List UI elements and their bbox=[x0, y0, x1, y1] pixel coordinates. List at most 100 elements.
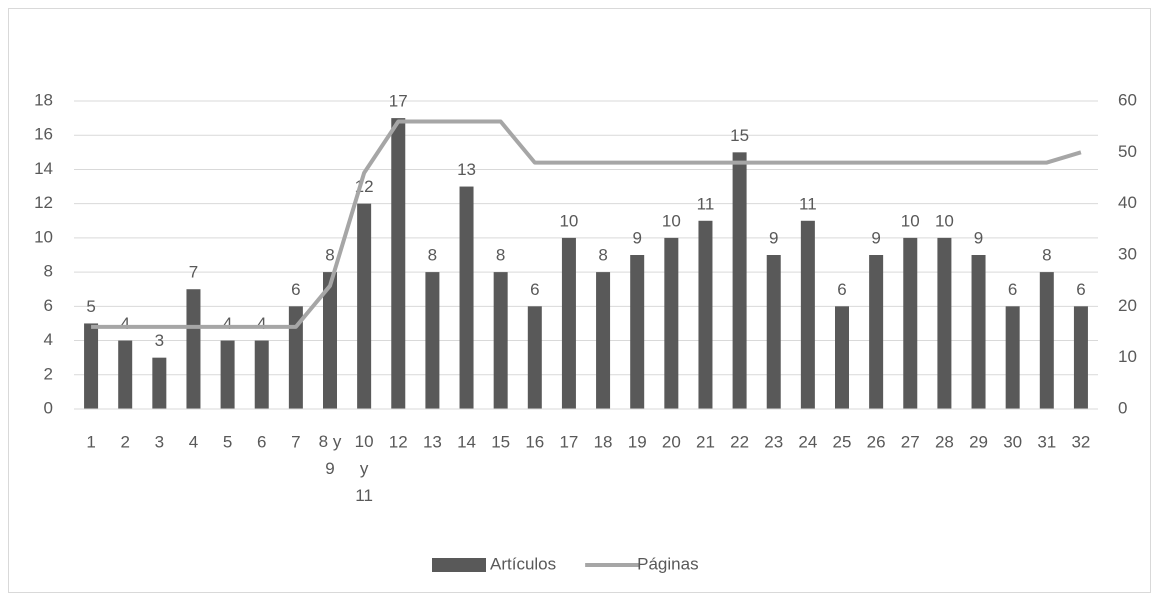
x-tick-label: 16 bbox=[525, 432, 544, 451]
bar bbox=[937, 237, 952, 409]
x-tick-label: 23 bbox=[764, 432, 783, 451]
data-label: 4 bbox=[223, 314, 232, 333]
bar bbox=[254, 340, 269, 409]
data-label: 9 bbox=[769, 228, 778, 247]
x-tick-label: 27 bbox=[901, 432, 920, 451]
bar bbox=[1005, 306, 1020, 409]
bar bbox=[425, 272, 440, 409]
bar bbox=[84, 323, 99, 409]
data-label: 15 bbox=[730, 126, 749, 145]
bar bbox=[323, 272, 337, 409]
bar bbox=[493, 272, 508, 409]
line bbox=[91, 119, 1082, 329]
y2-tick-label: 10 bbox=[1118, 347, 1137, 366]
data-label: 9 bbox=[632, 228, 641, 247]
bar bbox=[391, 118, 406, 409]
x-tick-label: 29 bbox=[969, 432, 988, 451]
data-label: 6 bbox=[1008, 280, 1017, 299]
data-label: 11 bbox=[799, 194, 817, 213]
y2-tick-label: 40 bbox=[1118, 193, 1137, 212]
y2-tick-label: 50 bbox=[1118, 142, 1137, 161]
y2-tick-label: 60 bbox=[1118, 90, 1137, 109]
data-label: 9 bbox=[974, 228, 983, 247]
bar bbox=[186, 289, 201, 409]
bar bbox=[664, 237, 679, 409]
x-tick-label: 22 bbox=[730, 432, 749, 451]
bar bbox=[220, 340, 235, 409]
bar bbox=[596, 272, 611, 409]
y-tick-label: 16 bbox=[34, 125, 53, 144]
y-tick-label: 6 bbox=[44, 296, 53, 315]
data-label: 5 bbox=[86, 297, 95, 316]
x-tick-label: 24 bbox=[798, 432, 817, 451]
x-tick-label: 26 bbox=[867, 432, 886, 451]
data-label: 10 bbox=[662, 211, 681, 230]
y2-tick-label: 0 bbox=[1118, 398, 1127, 417]
bar bbox=[732, 152, 747, 410]
x-tick-label: 13 bbox=[423, 432, 442, 451]
x-tick-label: 10 y 11 bbox=[355, 432, 374, 505]
data-label: 10 bbox=[935, 211, 954, 230]
x-tick-label: 1 bbox=[86, 432, 95, 451]
data-label: 6 bbox=[530, 280, 539, 299]
data-label: 4 bbox=[257, 314, 266, 333]
data-label: 8 bbox=[598, 246, 607, 265]
x-tick-label: 2 bbox=[120, 432, 129, 451]
bar bbox=[698, 220, 713, 409]
bar bbox=[869, 255, 884, 409]
legend-label: Artículos bbox=[490, 554, 556, 573]
data-label: 8 bbox=[496, 246, 505, 265]
y-tick-label: 4 bbox=[44, 330, 53, 349]
x-tick-label: 12 bbox=[389, 432, 408, 451]
data-label: 3 bbox=[155, 331, 164, 350]
data-label: 8 bbox=[325, 246, 334, 265]
bar bbox=[766, 255, 781, 409]
data-label: 6 bbox=[1076, 280, 1085, 299]
x-tick-label: 20 bbox=[662, 432, 681, 451]
y-tick-label: 8 bbox=[44, 262, 53, 281]
y-tick-label: 14 bbox=[34, 159, 53, 178]
bar bbox=[903, 237, 918, 409]
y2-tick-label: 20 bbox=[1118, 296, 1137, 315]
bar bbox=[971, 255, 986, 409]
x-tick-label: 25 bbox=[833, 432, 852, 451]
x-tick-label: 19 bbox=[628, 432, 647, 451]
y2-tick-label: 30 bbox=[1118, 244, 1137, 263]
bar bbox=[561, 237, 576, 409]
legend-label: Páginas bbox=[637, 554, 698, 573]
bar bbox=[527, 306, 542, 409]
y-tick-label: 2 bbox=[44, 364, 53, 383]
bar bbox=[152, 357, 167, 409]
data-label: 6 bbox=[291, 280, 300, 299]
data-label: 13 bbox=[457, 160, 476, 179]
data-label: 8 bbox=[1042, 246, 1051, 265]
x-tick-label: 31 bbox=[1037, 432, 1056, 451]
x-tick-label: 18 bbox=[594, 432, 613, 451]
data-label: 17 bbox=[389, 92, 408, 111]
bar bbox=[630, 255, 645, 409]
data-label: 11 bbox=[697, 194, 715, 213]
y-tick-label: 0 bbox=[44, 398, 53, 417]
x-tick-label: 17 bbox=[559, 432, 578, 451]
bar bbox=[1039, 272, 1054, 409]
x-tick-label: 21 bbox=[696, 432, 715, 451]
x-tick-label: 7 bbox=[291, 432, 300, 451]
x-tick-label: 30 bbox=[1003, 432, 1022, 451]
x-tick-label: 15 bbox=[491, 432, 510, 451]
x-tick-label: 5 bbox=[223, 432, 232, 451]
y-tick-label: 12 bbox=[34, 193, 53, 212]
bar bbox=[288, 306, 303, 409]
data-label: 6 bbox=[837, 280, 846, 299]
bar bbox=[835, 306, 849, 409]
data-label: 8 bbox=[428, 246, 437, 265]
legend-swatch bbox=[432, 558, 486, 572]
x-tick-label: 3 bbox=[155, 432, 164, 451]
data-label: 9 bbox=[871, 228, 880, 247]
data-label: 4 bbox=[120, 314, 129, 333]
x-tick-label: 28 bbox=[935, 432, 954, 451]
x-tick-label: 6 bbox=[257, 432, 266, 451]
bar bbox=[118, 340, 133, 409]
data-label: 10 bbox=[901, 211, 920, 230]
